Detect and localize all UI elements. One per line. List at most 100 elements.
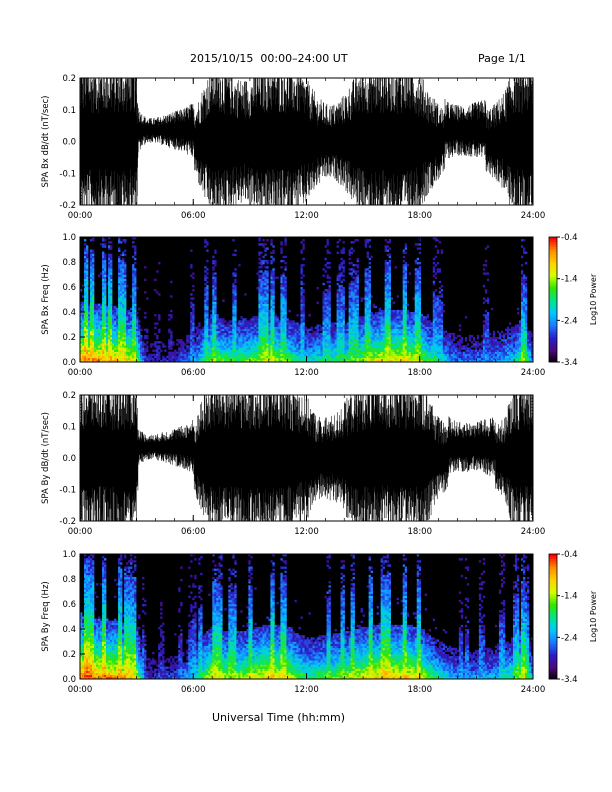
spectrogram-cell	[326, 351, 329, 354]
spectrogram-cell	[356, 322, 359, 325]
spectrogram-cell	[214, 334, 217, 338]
spectrogram-cell	[302, 257, 305, 261]
spectrogram-cell	[120, 299, 123, 302]
spectrogram-cell	[348, 295, 351, 298]
spectrogram-cell	[356, 289, 359, 292]
spectrogram-cell	[388, 268, 391, 271]
spectrogram-cell	[202, 347, 205, 350]
spectrogram-cell	[302, 247, 305, 250]
spectrogram-cell	[354, 351, 357, 354]
spectrogram-cell	[350, 284, 353, 288]
spectrogram-cell	[300, 334, 303, 338]
spectrogram-cell	[326, 305, 329, 309]
spectrogram-cell	[252, 345, 255, 348]
spectrogram-cell	[226, 353, 229, 357]
spectrogram-cell	[272, 276, 275, 279]
spectrogram-cell	[332, 357, 335, 361]
spectrogram-cell	[140, 341, 143, 344]
spectrogram-cell	[294, 326, 297, 329]
spectrogram-cell	[218, 357, 221, 361]
spectrogram-cell	[364, 347, 367, 350]
spectrogram-cell	[368, 341, 371, 344]
spectrogram-cell	[254, 334, 257, 338]
spectrogram-cell	[254, 337, 257, 340]
spectrogram-cell	[92, 282, 95, 286]
spectrogram-cell	[370, 357, 373, 361]
spectrogram-cell	[390, 351, 393, 354]
spectrogram-cell	[100, 303, 103, 307]
spectrogram-cell	[326, 249, 329, 252]
spectrogram-cell	[198, 353, 201, 357]
spectrogram-cell	[102, 301, 105, 304]
spectrogram-cell	[266, 303, 269, 307]
spectrogram-cell	[342, 299, 345, 302]
spectrogram-cell	[136, 343, 139, 346]
spectrogram-cell	[384, 291, 387, 294]
spectrogram-cell	[350, 353, 353, 357]
spectrogram-cell	[250, 347, 253, 350]
spectrogram-cell	[104, 284, 107, 288]
spectrogram-cell	[412, 339, 416, 342]
spectrogram-cell	[126, 332, 129, 336]
spectrogram-cell	[100, 326, 103, 329]
spectrogram-cell	[172, 353, 175, 357]
spectrogram-cell	[96, 328, 99, 332]
spectrogram-cell	[242, 337, 245, 340]
spectrogram-cell	[266, 259, 269, 263]
spectrogram-cell	[118, 345, 121, 348]
spectrogram-cell	[212, 359, 215, 363]
spectrogram-cell	[360, 316, 363, 319]
spectrogram-cell	[328, 307, 331, 311]
spectrogram-cell	[362, 322, 365, 325]
spectrogram-cell	[300, 326, 303, 329]
spectrogram-cell	[306, 341, 309, 344]
spectrogram-cell	[340, 347, 343, 350]
spectrogram-cell	[116, 345, 119, 348]
spectrogram-cell	[118, 357, 121, 361]
spectrogram-cell	[110, 245, 113, 248]
spectrogram-cell	[260, 351, 263, 354]
spectrogram-cell	[172, 341, 175, 344]
spectrogram-cell	[322, 341, 325, 344]
spectrogram-cell	[390, 312, 393, 315]
spectrogram-cell	[314, 341, 317, 344]
spectrogram-cell	[134, 253, 137, 257]
spectrogram-cell	[284, 282, 287, 286]
spectrogram-cell	[286, 355, 289, 359]
spectrogram-cell	[330, 334, 333, 338]
spectrogram-cell	[234, 355, 237, 359]
spectrogram-cell	[242, 347, 245, 350]
spectrogram-cell	[134, 312, 137, 315]
spectrogram-cell	[102, 303, 105, 307]
spectrogram-cell	[138, 332, 141, 336]
spectrogram-cell	[106, 307, 109, 311]
spectrogram-cell	[218, 328, 221, 332]
spectrogram-cell	[394, 312, 397, 315]
spectrogram-cell	[94, 316, 97, 319]
spectrogram-cell	[228, 320, 231, 323]
spectrogram-cell	[240, 320, 243, 323]
spectrogram-cell	[258, 280, 261, 284]
spectrogram-cell	[298, 339, 301, 342]
spectrogram-cell	[234, 299, 237, 302]
spectrogram-cell	[374, 355, 377, 359]
spectrogram-cell	[102, 339, 105, 342]
spectrogram-cell	[392, 318, 395, 321]
spectrogram-cell	[404, 316, 408, 319]
spectrogram-cell	[350, 349, 353, 352]
spectrogram-cell	[396, 351, 399, 354]
spectrogram-cell	[376, 347, 379, 350]
spectrogram-cell	[406, 322, 410, 325]
spectrogram-cell	[228, 328, 231, 332]
spectrogram-cell	[270, 318, 273, 321]
spectrogram-cell	[232, 334, 235, 338]
spectrogram-cell	[398, 328, 401, 332]
spectrogram-cell	[218, 334, 221, 338]
spectrogram-cell	[266, 270, 269, 273]
spectrogram-cell	[264, 276, 267, 279]
spectrogram-cell	[266, 309, 269, 313]
spectrogram-cell	[410, 320, 414, 323]
spectrogram-cell	[136, 287, 139, 290]
spectrogram-cell	[90, 255, 93, 259]
spectrogram-cell	[282, 345, 285, 348]
